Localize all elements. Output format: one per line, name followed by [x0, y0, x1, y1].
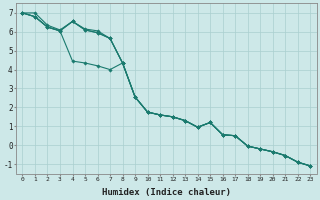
- X-axis label: Humidex (Indice chaleur): Humidex (Indice chaleur): [102, 188, 231, 197]
